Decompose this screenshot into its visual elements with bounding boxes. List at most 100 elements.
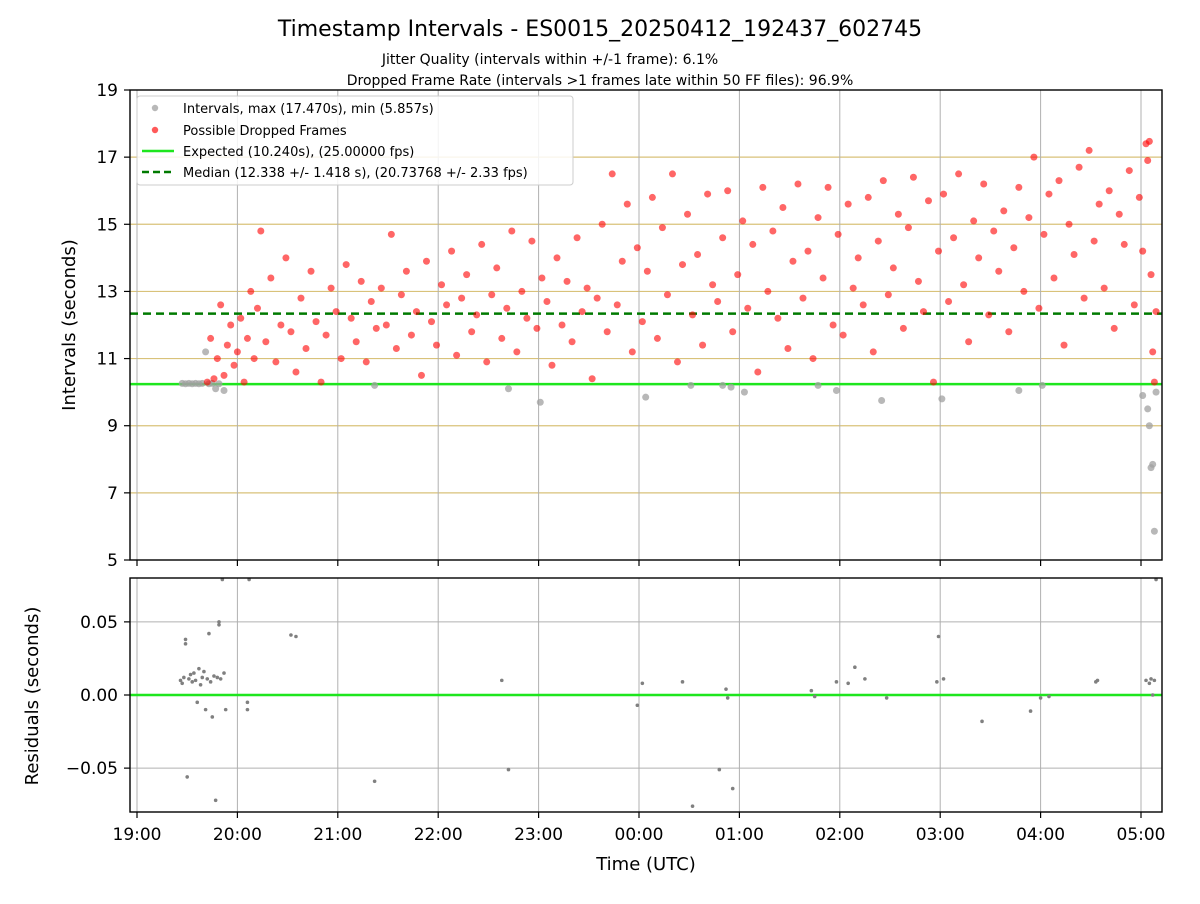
dropped-frame-point	[689, 311, 697, 319]
dropped-frame-point	[230, 361, 238, 369]
dropped-frame-point	[995, 267, 1003, 275]
residual-point	[178, 678, 183, 683]
dropped-frame-point	[919, 308, 927, 316]
interval-point	[687, 381, 695, 389]
legend-label-dropped: Possible Dropped Frames	[183, 124, 347, 139]
residual-point	[213, 798, 218, 803]
residual-point	[188, 672, 193, 677]
residual-point	[210, 715, 215, 719]
legend-label-median: Median (12.338 +/- 1.418 s), (20.73768 +…	[183, 166, 528, 181]
dropped-frame-point	[523, 314, 531, 322]
dropped-frame-point	[684, 210, 692, 218]
x-axis-label: Time (UTC)	[595, 854, 696, 875]
interval-point	[1145, 422, 1153, 430]
dropped-frame-point	[940, 190, 948, 198]
dropped-frame-point	[362, 358, 370, 366]
dropped-frame-point	[267, 274, 275, 282]
residual-point	[223, 707, 228, 712]
dropped-frame-point	[914, 277, 922, 285]
residual-point	[183, 637, 188, 642]
dropped-frame-point	[448, 247, 456, 255]
interval-point	[719, 381, 727, 389]
dropped-frame-point	[357, 277, 365, 285]
dropped-frame-point	[694, 251, 702, 258]
dropped-frame-point	[247, 287, 255, 295]
residual-point	[935, 680, 939, 684]
dropped-frame-point	[909, 173, 917, 181]
dropped-frame-point	[513, 348, 521, 356]
residual-point	[1147, 681, 1152, 686]
dropped-frame-point	[1060, 341, 1068, 349]
dropped-frame-point	[764, 287, 772, 295]
x-tick-label: 01:00	[715, 825, 764, 845]
dropped-frame-point	[1080, 294, 1088, 302]
dropped-frame-point	[809, 355, 817, 363]
dropped-frame-point	[468, 328, 476, 336]
dropped-frame-point	[402, 267, 410, 275]
residual-point	[690, 804, 695, 808]
residual-point	[185, 775, 189, 779]
dropped-frame-point	[272, 358, 280, 366]
interval-point	[536, 398, 544, 406]
residual-point	[222, 671, 226, 675]
interval-point	[504, 385, 512, 393]
dropped-frame-point	[854, 254, 862, 262]
dropped-frame-point	[433, 341, 441, 349]
dropped-frame-point	[819, 274, 827, 282]
dropped-frame-point	[1120, 240, 1128, 248]
interval-point	[642, 393, 650, 401]
dropped-frame-point	[493, 264, 501, 272]
dropped-frame-point	[638, 318, 646, 326]
dropped-frame-point	[739, 217, 747, 225]
residual-point	[717, 767, 722, 772]
residual-point	[217, 620, 221, 624]
dropped-frame-point	[1090, 237, 1098, 245]
residual-point	[372, 779, 377, 784]
top-x-ticks	[136, 560, 1142, 566]
dropped-frame-point	[1075, 163, 1083, 171]
dropped-frame-point	[1145, 137, 1153, 145]
chart-title: Timestamp Intervals - ES0015_20250412_19…	[277, 17, 922, 42]
x-tick-label: 21:00	[313, 825, 362, 845]
residual-point	[245, 707, 250, 712]
interval-point	[212, 385, 220, 393]
top-y-axis-label: Intervals (seconds)	[59, 239, 80, 411]
dropped-frame-point	[243, 334, 251, 342]
dropped-frame-point	[849, 284, 857, 292]
dropped-frame-point	[382, 321, 390, 329]
bottom-y-tick-label: −0.05	[66, 759, 118, 779]
dropped-frame-point	[538, 274, 546, 282]
dropped-frame-point	[1010, 244, 1018, 252]
dropped-frame-point	[1055, 177, 1063, 185]
dropped-frame-point	[1045, 190, 1053, 198]
dropped-frame-point	[387, 230, 395, 238]
dropped-frame-point	[453, 351, 461, 359]
residual-point	[200, 675, 205, 680]
dropped-frame-point	[250, 355, 258, 363]
interval-point	[1150, 527, 1158, 535]
dropped-frame-point	[794, 180, 802, 188]
dropped-frame-point	[970, 217, 978, 225]
interval-point	[1139, 392, 1147, 399]
interval-point	[1144, 405, 1152, 413]
x-tick-label: 00:00	[615, 825, 664, 845]
dropped-frame-point	[367, 298, 375, 305]
residual-point	[812, 694, 817, 699]
dropped-frame-point	[1147, 271, 1155, 279]
residual-point	[180, 681, 184, 686]
x-tick-label: 19:00	[113, 825, 162, 845]
dropped-frame-point	[392, 345, 400, 352]
dropped-frame-point	[543, 298, 551, 305]
dropped-frame-point	[1100, 284, 1108, 292]
dropped-frame-point	[1150, 378, 1158, 386]
dropped-frame-point	[233, 348, 241, 356]
residual-point	[212, 674, 216, 678]
dropped-frame-point	[277, 321, 285, 329]
dropped-frame-point	[965, 338, 973, 346]
dropped-frame-point	[699, 341, 707, 349]
dropped-frame-point	[779, 204, 787, 211]
dropped-frame-point	[210, 375, 218, 383]
bottom-x-ticks: 19:00 20:00 21:00 22:00 23:00 00:00 01:00 02:00…	[113, 812, 1166, 845]
interval-point	[371, 381, 379, 389]
